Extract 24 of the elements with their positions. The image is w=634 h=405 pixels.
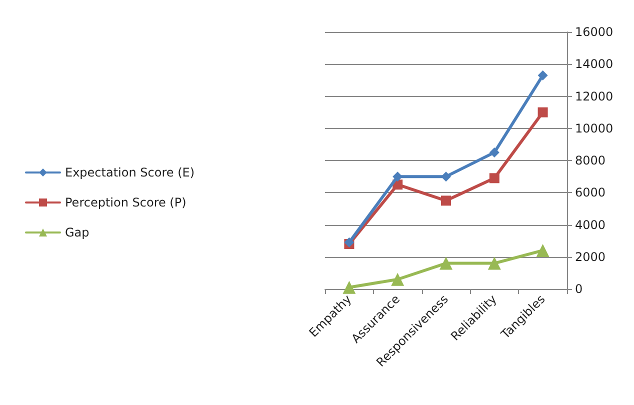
point <box>391 272 404 286</box>
legend-label: Perception Score (P) <box>65 196 186 210</box>
y-tick-label: 4000 <box>575 218 606 232</box>
y-tick-label: 10000 <box>575 121 614 136</box>
y-tick-label: 2000 <box>575 250 606 264</box>
y-tick-label: 12000 <box>575 89 614 104</box>
point <box>441 172 451 182</box>
point <box>538 107 548 118</box>
y-tick-label: 0 <box>575 282 583 296</box>
point <box>488 256 501 270</box>
point <box>440 256 452 270</box>
point <box>342 280 356 294</box>
point <box>536 244 550 257</box>
point <box>489 147 500 158</box>
legend-label: Expectation Score (E) <box>65 166 195 180</box>
y-tick-label: 8000 <box>575 154 606 168</box>
point <box>489 173 500 184</box>
point <box>441 196 451 206</box>
y-tick-label: 14000 <box>575 57 614 72</box>
y-tick-label: 6000 <box>575 186 606 200</box>
point <box>392 172 403 182</box>
legend-label: Gap <box>65 226 90 240</box>
point <box>538 70 548 80</box>
y-tick-label: 16000 <box>575 25 614 39</box>
